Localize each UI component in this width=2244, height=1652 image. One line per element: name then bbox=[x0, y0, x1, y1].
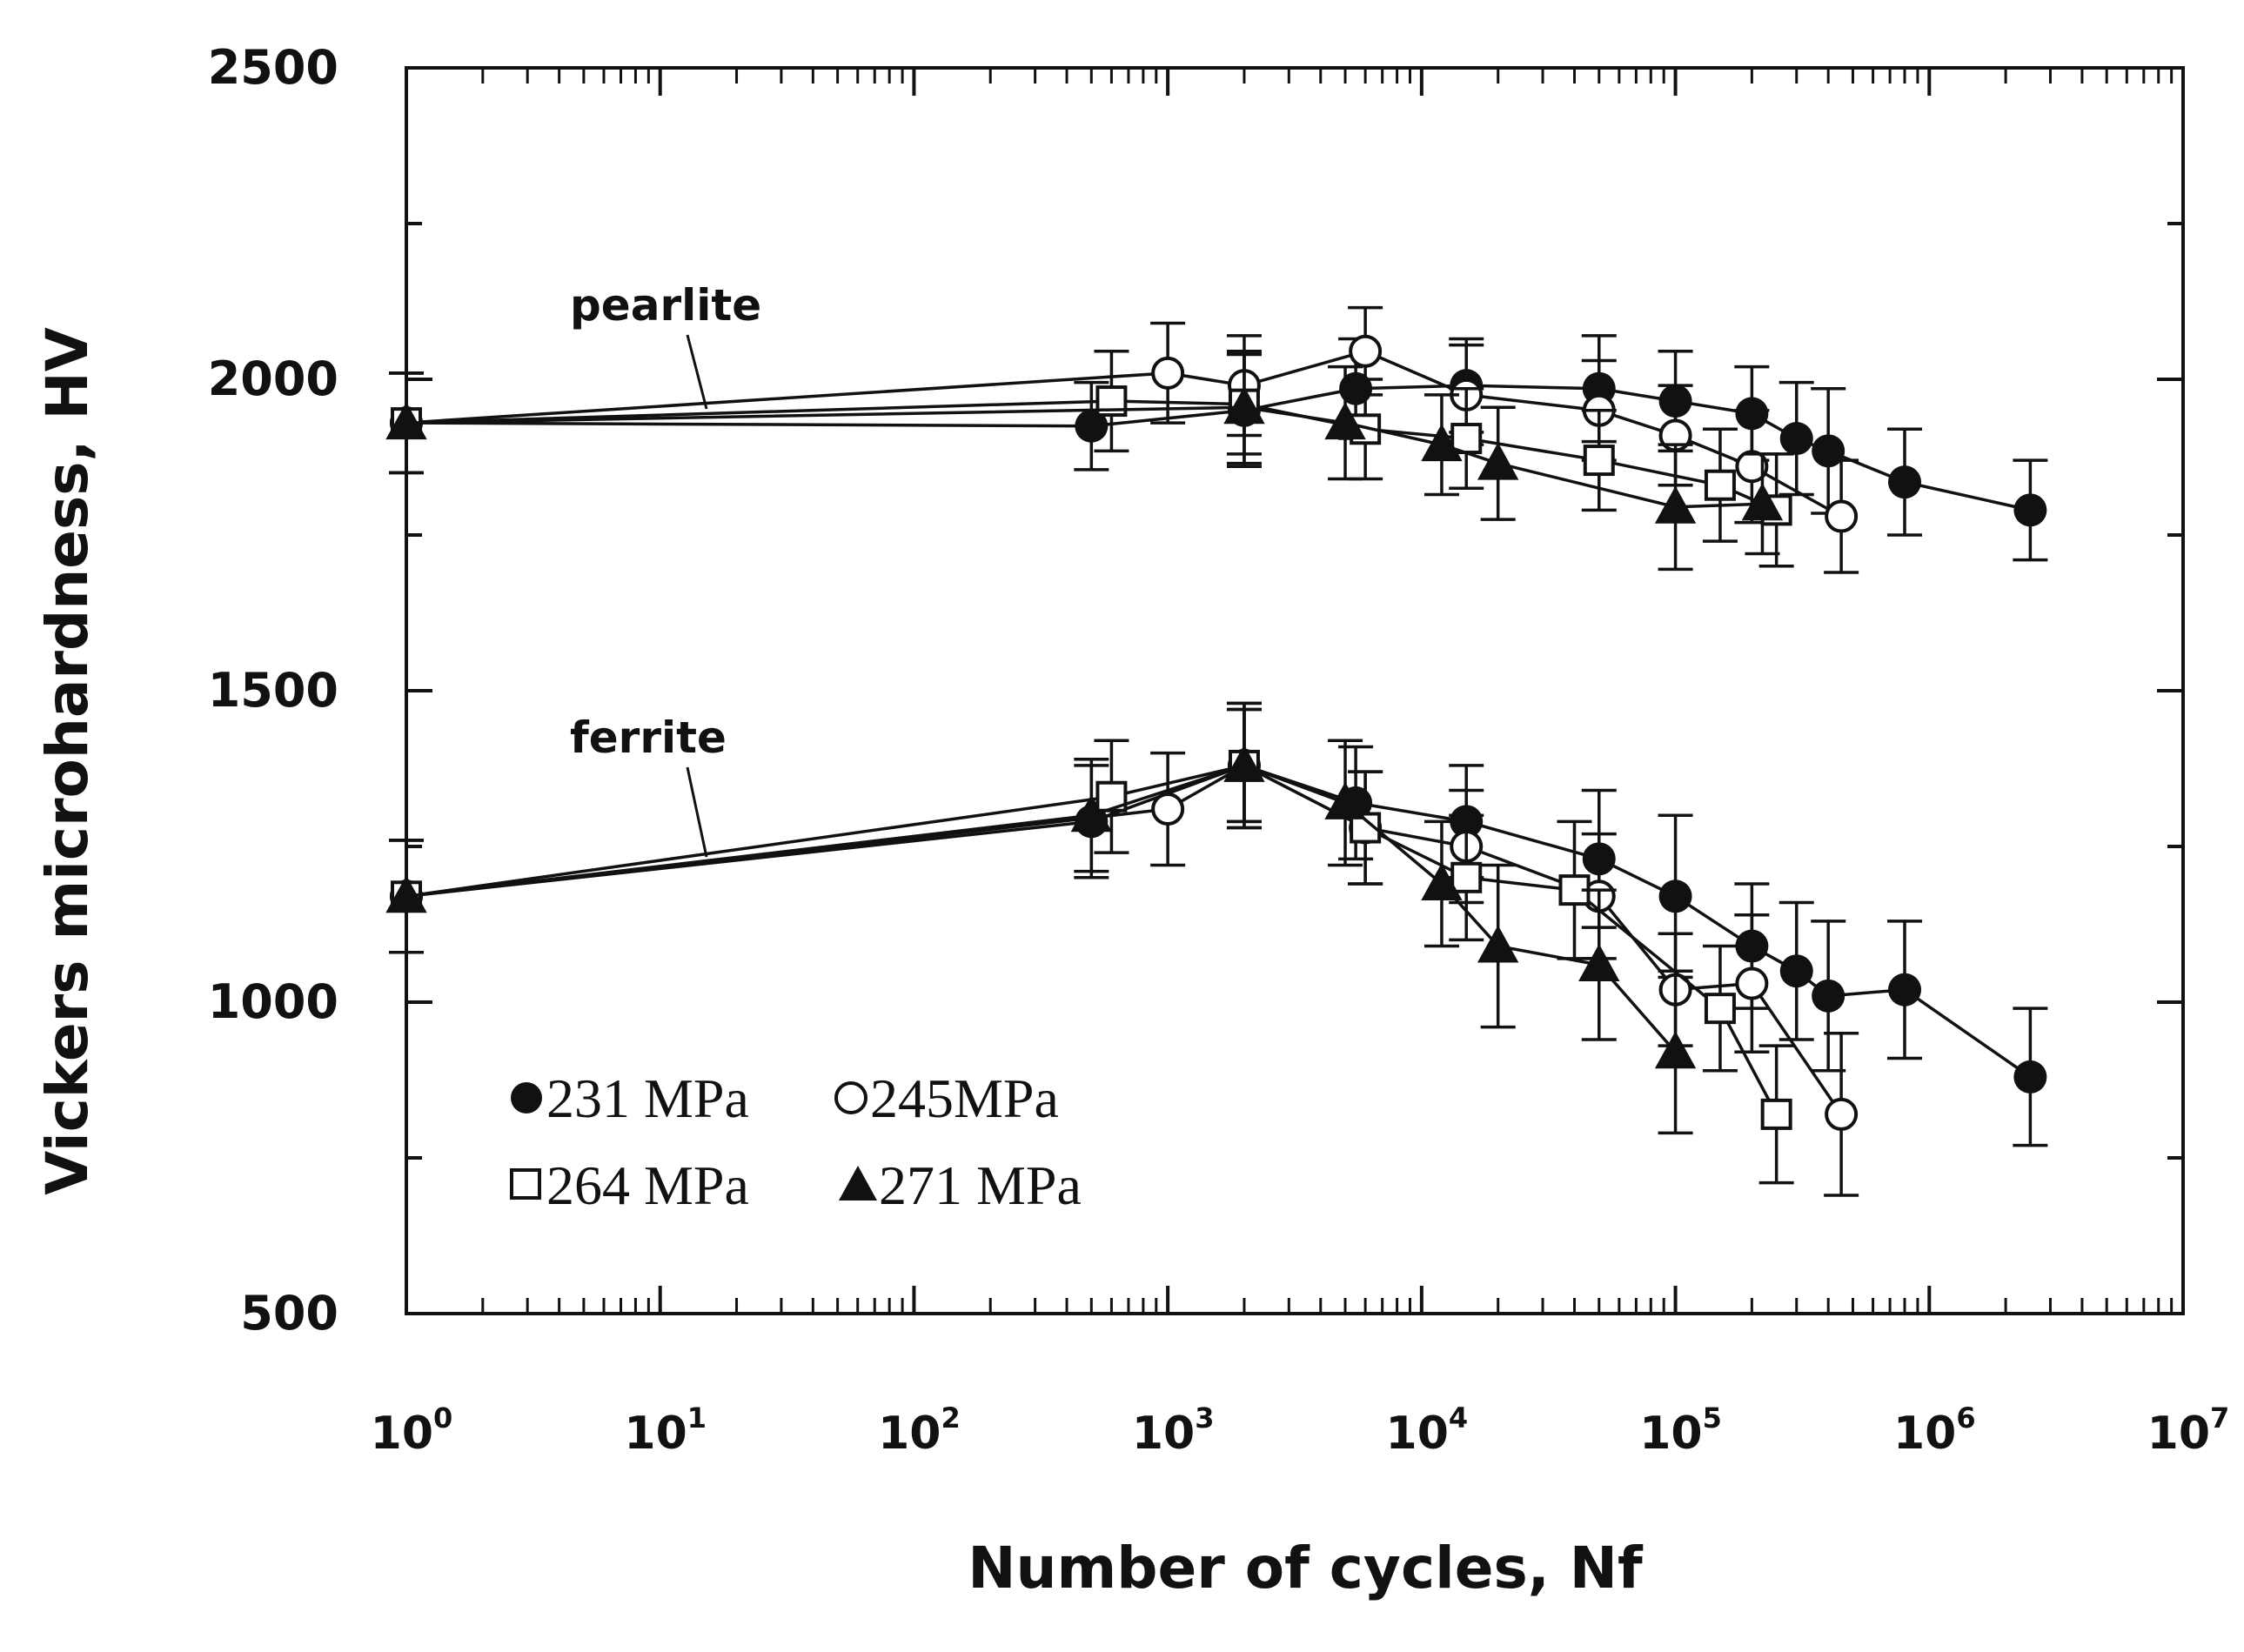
legend-marker-filled-triangle bbox=[839, 1166, 877, 1201]
data-point-ferrite-231mpa bbox=[1812, 979, 1845, 1013]
x-tick-label: 103 bbox=[1132, 1401, 1215, 1460]
annotation-pearlite: pearlite bbox=[570, 280, 761, 331]
data-point-pearlite-271mpa bbox=[1421, 424, 1463, 462]
x-tick-label: 101 bbox=[624, 1401, 707, 1460]
legend-entry-231: 231 MPa bbox=[511, 1067, 749, 1129]
data-point-ferrite-264mpa bbox=[1704, 993, 1736, 1025]
data-point-pearlite-271mpa bbox=[1223, 386, 1265, 425]
series-line bbox=[405, 764, 1778, 1115]
series-line bbox=[405, 399, 1778, 512]
series-pearlite-271mpa bbox=[385, 350, 1784, 572]
legend-marker-filled-circle bbox=[511, 1082, 542, 1114]
data-point-ferrite-231mpa bbox=[1779, 954, 1813, 988]
x-tick-label: 104 bbox=[1386, 1401, 1469, 1460]
data-point-pearlite-264mpa bbox=[1583, 445, 1615, 477]
data-point-pearlite-264mpa bbox=[1704, 469, 1736, 501]
x-tick-label: 100 bbox=[371, 1401, 453, 1460]
plot-frame bbox=[405, 66, 2185, 1315]
y-tick-label: 1000 bbox=[208, 974, 338, 1029]
legend-label-271: 271 MPa bbox=[879, 1154, 1082, 1216]
series-layer bbox=[385, 305, 2048, 1197]
data-point-pearlite-245mpa bbox=[1349, 334, 1383, 368]
x-tick-labels: 100 101 102 103 104 105 106 107 bbox=[371, 1401, 2230, 1460]
legend-entry-271: 271 MPa bbox=[839, 1154, 1082, 1216]
y-tick-label: 2000 bbox=[208, 351, 338, 406]
x-tick-label: 102 bbox=[878, 1401, 961, 1460]
x-tick-base: 10 bbox=[878, 1408, 941, 1460]
x-tick-base: 10 bbox=[2147, 1408, 2210, 1460]
data-point-pearlite-271mpa bbox=[1654, 485, 1697, 524]
x-tick-base: 10 bbox=[1386, 1408, 1449, 1460]
x-tick-base: 10 bbox=[371, 1408, 433, 1460]
data-point-pearlite-271mpa bbox=[1477, 442, 1519, 480]
x-tick-label: 107 bbox=[2147, 1401, 2230, 1460]
data-point-ferrite-231mpa bbox=[2013, 1060, 2047, 1094]
y-tick-label: 1500 bbox=[208, 663, 338, 718]
data-point-ferrite-271mpa bbox=[1070, 794, 1113, 833]
x-tick-label: 105 bbox=[1639, 1401, 1722, 1460]
series-ferrite-271mpa bbox=[385, 701, 1697, 1135]
x-tick-exponent: 6 bbox=[1956, 1401, 1975, 1435]
data-point-ferrite-264mpa bbox=[1450, 861, 1483, 893]
data-point-pearlite-231mpa bbox=[1075, 409, 1109, 443]
data-point-ferrite-245mpa bbox=[1151, 793, 1185, 826]
x-tick-exponent: 0 bbox=[433, 1401, 452, 1435]
x-axis-label: Number of cycles, Nf bbox=[968, 1535, 1644, 1602]
legend-label-264: 264 MPa bbox=[546, 1154, 749, 1216]
data-point-ferrite-271mpa bbox=[1223, 744, 1265, 782]
data-point-pearlite-231mpa bbox=[1779, 422, 1813, 456]
x-tick-exponent: 1 bbox=[687, 1401, 707, 1435]
legend-marker-open-square bbox=[510, 1168, 541, 1200]
data-point-ferrite-271mpa bbox=[1421, 862, 1463, 900]
annotation-ferrite-leader bbox=[686, 766, 708, 858]
data-point-ferrite-271mpa bbox=[1477, 925, 1519, 963]
axis-ticks bbox=[405, 66, 2185, 1315]
x-tick-base: 10 bbox=[624, 1408, 687, 1460]
data-point-pearlite-271mpa bbox=[1324, 402, 1366, 440]
data-point-ferrite-271mpa bbox=[1654, 1031, 1697, 1069]
data-point-pearlite-231mpa bbox=[2013, 493, 2047, 527]
x-tick-exponent: 5 bbox=[1703, 1401, 1722, 1435]
data-point-pearlite-271mpa bbox=[1741, 483, 1784, 521]
annotation-ferrite: ferrite bbox=[570, 712, 727, 763]
y-tick-label: 2500 bbox=[208, 40, 338, 95]
series-line bbox=[405, 764, 1677, 1053]
x-tick-base: 10 bbox=[1639, 1408, 1702, 1460]
x-tick-exponent: 2 bbox=[941, 1401, 960, 1435]
x-tick-base: 10 bbox=[1132, 1408, 1195, 1460]
data-point-pearlite-231mpa bbox=[1888, 465, 1922, 499]
data-point-pearlite-245mpa bbox=[1735, 450, 1769, 484]
x-tick-label: 106 bbox=[1893, 1401, 1976, 1460]
data-point-ferrite-231mpa bbox=[1888, 973, 1922, 1007]
legend-entry-245: 245MPa bbox=[834, 1067, 1059, 1129]
legend-label-245: 245MPa bbox=[870, 1067, 1059, 1129]
data-point-ferrite-245mpa bbox=[1735, 966, 1769, 1000]
data-point-ferrite-271mpa bbox=[1578, 943, 1620, 982]
data-point-ferrite-245mpa bbox=[1825, 1097, 1859, 1131]
data-point-ferrite-264mpa bbox=[1760, 1098, 1792, 1130]
data-point-pearlite-245mpa bbox=[1151, 356, 1185, 390]
legend-label-231: 231 MPa bbox=[546, 1067, 749, 1129]
legend-marker-open-circle bbox=[834, 1081, 867, 1114]
legend: 231 MPa 245MPa 264 MPa 271 MPa bbox=[510, 1067, 1082, 1216]
x-tick-exponent: 3 bbox=[1195, 1401, 1214, 1435]
annotation-pearlite-leader bbox=[686, 334, 708, 410]
data-point-pearlite-245mpa bbox=[1825, 499, 1859, 533]
legend-entry-264: 264 MPa bbox=[510, 1154, 749, 1216]
data-point-ferrite-231mpa bbox=[1658, 880, 1692, 913]
y-axis-label: Vickers microhardness, HV bbox=[34, 327, 101, 1195]
x-tick-exponent: 4 bbox=[1449, 1401, 1468, 1435]
x-tick-exponent: 7 bbox=[2210, 1401, 2229, 1435]
y-tick-labels: 500 1000 1500 2000 2500 bbox=[208, 40, 338, 1341]
x-tick-base: 10 bbox=[1893, 1408, 1956, 1460]
data-point-ferrite-271mpa bbox=[1324, 781, 1366, 819]
y-tick-label: 500 bbox=[240, 1286, 338, 1341]
